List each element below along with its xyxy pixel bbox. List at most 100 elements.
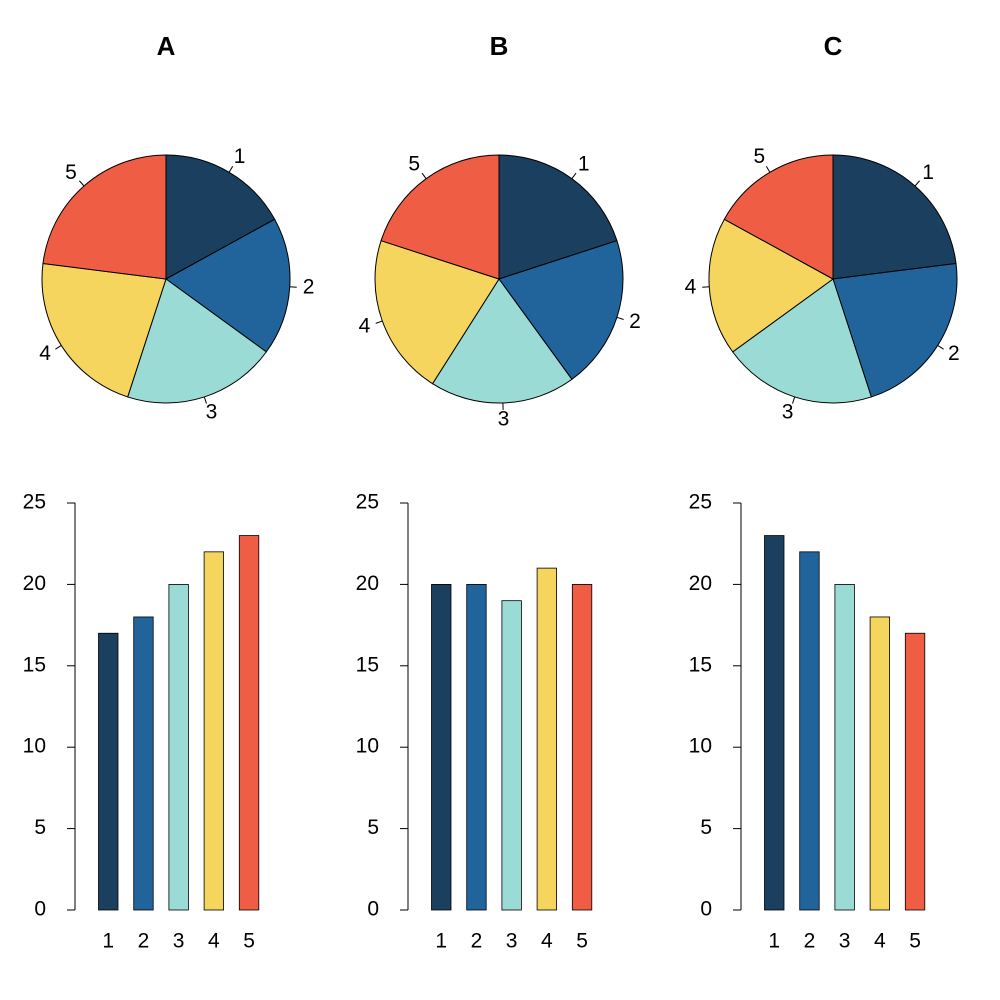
pie-slice-1 [498,154,618,280]
bar-3 [834,584,855,911]
bar-2 [799,551,820,911]
pie-leader-line [78,180,85,187]
x-tick-label: 5 [909,930,921,953]
pie-slice-label: 3 [498,407,510,430]
x-tick-label: 1 [435,930,447,953]
pie-chart-C: C 1 2 3 4 5 [685,31,960,424]
pie-slice-label: 3 [206,401,218,424]
y-tick-label: 25 [23,491,46,514]
pie-slice-4 [708,218,834,353]
pie-slice-5 [42,154,167,280]
y-tick-label: 15 [356,653,379,676]
bar-5 [238,535,260,911]
y-tick-label: 0 [34,898,46,921]
y-tick-label: 10 [23,735,46,758]
pie-leader-line [228,165,234,173]
x-tick-label: 1 [102,930,114,953]
y-tick-label: 20 [356,572,379,595]
y-tick-label: 10 [689,735,712,758]
pie-slice-label: 2 [303,275,315,298]
x-tick-label: 3 [173,930,185,953]
pie-leader-line [421,172,427,179]
pie-leader-line [55,345,62,350]
pie-leader-line [203,396,207,404]
pie-leader-line [571,172,577,179]
pie-leader-line [765,165,771,173]
y-tick-label: 5 [700,816,712,839]
pie-slice-1 [165,154,276,280]
pie-title: A [157,31,176,61]
pie-slice-2 [832,262,958,398]
pie-chart-A: A 1 2 3 4 5 [39,31,314,424]
x-tick-label: 2 [471,930,483,953]
y-tick-label: 15 [23,653,46,676]
pie-slice-3 [731,278,872,404]
bar-3 [501,600,522,911]
pie-row: A 1 2 3 4 5 B 1 2 3 4 5 C 1 2 3 4 5 [39,31,959,431]
pie-slice-label: 1 [922,161,934,184]
pie-chart-B: B 1 2 3 4 5 [359,31,641,431]
bar-2 [133,616,154,911]
bar-4 [536,567,557,911]
pie-slice-5 [723,154,834,280]
pie-slice-label: 4 [39,342,51,365]
pie-leader-line [616,316,624,320]
bar-2 [466,584,487,911]
pie-slice-label: 5 [408,152,420,175]
pie-slice-5 [380,154,500,280]
pie-leader-line [375,320,383,324]
x-tick-label: 2 [804,930,816,953]
pie-leader-line [792,396,796,404]
y-tick-label: 25 [356,491,379,514]
y-tick-label: 5 [34,816,46,839]
y-tick-label: 25 [689,491,712,514]
bar-3 [168,584,189,911]
x-tick-label: 4 [874,930,886,953]
bar-1 [98,632,119,911]
y-tick-label: 20 [689,572,712,595]
pie-slice-label: 3 [782,401,794,424]
y-tick-label: 15 [689,653,712,676]
pie-slice-3 [127,278,268,404]
pie-title: C [824,31,843,61]
bar-4 [203,551,225,911]
x-tick-label: 1 [768,930,780,953]
x-tick-label: 4 [208,930,220,953]
pie-slice-label: 5 [754,145,766,168]
pie-leader-line [914,180,921,187]
x-tick-label: 3 [506,930,518,953]
bar-4 [869,616,890,911]
pie-slice-label: 1 [234,145,246,168]
pie-slice-2 [165,218,291,353]
pie-leader-line [937,345,944,350]
y-tick-label: 5 [367,816,379,839]
x-tick-label: 4 [541,930,553,953]
bar-1 [431,584,452,911]
x-tick-label: 3 [839,930,851,953]
pie-slice-2 [498,240,624,381]
pie-title: B [490,31,509,61]
bar-5 [904,632,926,911]
y-tick-label: 10 [356,735,379,758]
y-tick-label: 0 [367,898,379,921]
y-tick-label: 0 [700,898,712,921]
y-tick-label: 20 [23,572,46,595]
bar-1 [764,535,785,911]
x-tick-label: 5 [576,930,588,953]
pie-slice-label: 1 [578,152,590,175]
x-tick-label: 5 [243,930,255,953]
pie-slice-1 [832,154,957,280]
pie-slice-4 [41,262,167,398]
pie-slice-label: 4 [359,314,371,337]
pie-slice-label: 4 [685,275,697,298]
pie-slice-label: 5 [65,161,77,184]
x-tick-label: 2 [138,930,150,953]
pie-slice-label: 2 [948,342,960,365]
bar-5 [571,584,593,911]
pie-slice-label: 2 [629,310,641,333]
